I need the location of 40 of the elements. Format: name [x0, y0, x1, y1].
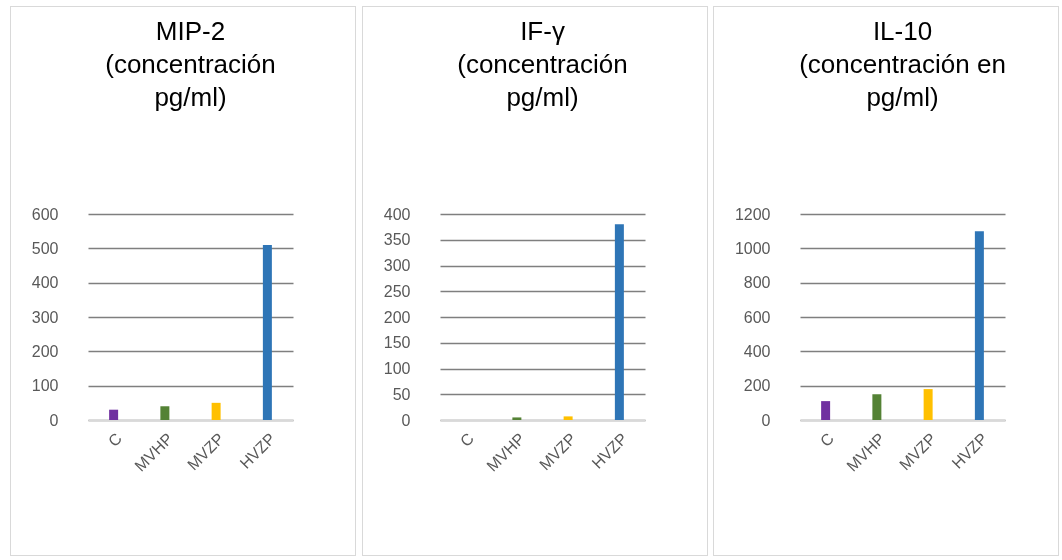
y-tick-label: 800: [743, 274, 771, 292]
y-tick-label: 400: [743, 342, 771, 360]
y-tick-label: 200: [743, 377, 771, 395]
chart-title: IL-10 (concentración en pg/ml): [799, 16, 1006, 112]
y-tick-label: 300: [383, 257, 411, 274]
bar: [563, 416, 573, 420]
bar: [512, 417, 522, 420]
y-tick-label: 400: [31, 274, 59, 292]
y-tick-label: 100: [383, 360, 411, 377]
y-tick-label: 50: [392, 385, 411, 403]
bar: [211, 402, 221, 420]
y-tick-label: 600: [743, 308, 771, 326]
bar: [614, 224, 624, 420]
y-tick-label: 150: [383, 334, 411, 352]
y-tick-label: 200: [383, 308, 411, 326]
y-tick-label: 200: [31, 342, 59, 360]
chart-title: MIP-2 (concentración pg/ml): [105, 16, 276, 112]
y-tick-label: 250: [383, 282, 411, 300]
y-tick-label: 300: [31, 308, 59, 326]
bar: [262, 244, 272, 420]
chart-title: IF-γ (concentración pg/ml): [457, 16, 628, 112]
bar: [872, 394, 882, 420]
y-tick-label: 1000: [734, 239, 771, 257]
x-tick-label: C: [456, 429, 477, 450]
bar: [821, 401, 831, 420]
x-tick-label: C: [816, 429, 837, 450]
y-tick-label: 400: [383, 205, 411, 223]
y-tick-label: 100: [31, 377, 59, 395]
y-tick-label: 1200: [734, 205, 771, 223]
x-tick-label: C: [104, 429, 125, 450]
y-tick-label: 0: [49, 411, 59, 429]
y-tick-label: 500: [31, 239, 59, 257]
bar: [160, 406, 170, 420]
y-tick-label: 600: [31, 205, 59, 223]
bar: [974, 231, 984, 420]
y-tick-label: 0: [401, 411, 411, 429]
y-tick-label: 0: [761, 411, 771, 429]
bar: [109, 409, 119, 420]
y-tick-label: 350: [383, 231, 411, 249]
bar: [923, 389, 933, 420]
